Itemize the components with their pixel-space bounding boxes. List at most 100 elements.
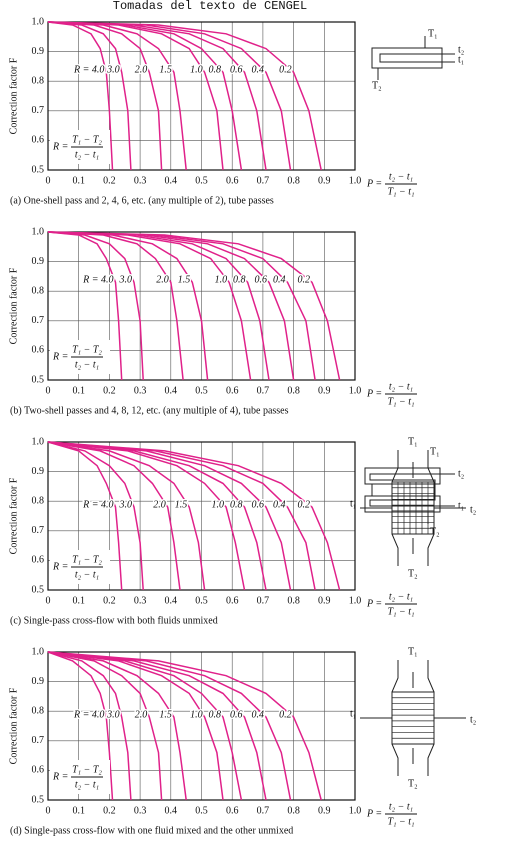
formula-lhs: R = bbox=[52, 351, 68, 362]
y-axis-label: Correction factor F bbox=[8, 687, 19, 764]
x-tick-label: 0.7 bbox=[257, 175, 270, 186]
curve-label: R = 4.0 bbox=[82, 499, 113, 510]
curve-label: 0.8 bbox=[230, 499, 243, 510]
x-tick-label: 0.8 bbox=[287, 805, 300, 816]
diagram-label: t₂ bbox=[470, 714, 476, 725]
x-tick-label: 0.8 bbox=[287, 385, 300, 396]
caption: (d) Single-pass cross-flow with one flui… bbox=[10, 825, 293, 836]
caption: (a) One-shell pass and 2, 4, 6, etc. (an… bbox=[10, 195, 274, 206]
x-tick-label: 0.2 bbox=[103, 805, 116, 816]
y-tick-label: 0.6 bbox=[32, 135, 45, 146]
formula-numerator: T₁ − T₂ bbox=[72, 764, 102, 775]
formula-lhs: P = bbox=[366, 808, 382, 819]
x-tick-label: 0.7 bbox=[257, 385, 270, 396]
y-tick-label: 0.5 bbox=[32, 584, 45, 595]
y-tick-label: 0.7 bbox=[32, 735, 45, 746]
x-tick-label: 0.9 bbox=[318, 385, 331, 396]
curve-label: 0.2 bbox=[298, 499, 311, 510]
curve-label: 3.0 bbox=[106, 65, 120, 76]
formula-denominator: T₁ − t₁ bbox=[387, 396, 414, 407]
x-tick-label: 0.3 bbox=[134, 805, 147, 816]
shell bbox=[364, 467, 441, 485]
x-tick-label: 0.1 bbox=[72, 175, 85, 186]
chart-panel: 0 0.1 0.2 0.3 0.4 0.5 0.6 0.7 0.8 0.9 1.0 0.5 0.6 0.7… bbox=[8, 646, 476, 836]
y-tick-label: 0.8 bbox=[32, 285, 45, 296]
x-tick-label: 1.0 bbox=[349, 805, 362, 816]
curve-label: 3.0 bbox=[118, 499, 132, 510]
y-tick-label: 0.7 bbox=[32, 105, 45, 116]
formula-lhs: P = bbox=[366, 598, 382, 609]
diagram-label: T₂ bbox=[372, 80, 382, 91]
curve-label: 1.0 bbox=[212, 499, 225, 510]
curve bbox=[47, 441, 181, 591]
core bbox=[391, 691, 435, 745]
y-tick-label: 0.5 bbox=[32, 374, 45, 385]
curve bbox=[47, 651, 243, 801]
x-tick-label: 1.0 bbox=[349, 595, 362, 606]
curve-label: 2.0 bbox=[135, 65, 148, 76]
curve bbox=[47, 651, 163, 801]
curve-label: 1.5 bbox=[175, 499, 188, 510]
curve-label: R = 4.0 bbox=[73, 709, 104, 720]
formula-numerator: t₂ − t₁ bbox=[389, 171, 413, 182]
y-tick-label: 0.8 bbox=[32, 495, 45, 506]
curve bbox=[47, 441, 144, 591]
curve-label: 0.8 bbox=[208, 65, 221, 76]
formula-denominator: T₁ − t₁ bbox=[387, 606, 414, 617]
formula-numerator: t₂ − t₁ bbox=[389, 801, 413, 812]
curve-label: 0.2 bbox=[298, 275, 311, 286]
tube bbox=[369, 473, 455, 507]
x-tick-label: 0.5 bbox=[195, 175, 208, 186]
header: Tomadas del texto de CENGEL bbox=[113, 0, 307, 13]
diagram-label: t₁ bbox=[350, 498, 356, 509]
diagram-label: T₂ bbox=[430, 526, 440, 537]
y-tick-label: 0.7 bbox=[32, 525, 45, 536]
curve-label: 1.5 bbox=[159, 709, 172, 720]
x-tick-label: 0.4 bbox=[165, 175, 178, 186]
x-tick-label: 0 bbox=[46, 595, 51, 606]
x-tick-label: 0.4 bbox=[165, 595, 178, 606]
curve-label: 1.0 bbox=[190, 65, 203, 76]
curve-label: 0.4 bbox=[273, 275, 286, 286]
y-tick-label: 0.9 bbox=[32, 256, 45, 267]
y-tick-label: 0.6 bbox=[32, 345, 45, 356]
curve bbox=[47, 231, 341, 381]
curve-label: 0.8 bbox=[233, 275, 246, 286]
y-tick-label: 0.8 bbox=[32, 705, 45, 716]
x-tick-label: 0.4 bbox=[165, 805, 178, 816]
curve-label: 0.4 bbox=[251, 709, 264, 720]
curve-label: 0.8 bbox=[208, 709, 221, 720]
x-tick-label: 0.9 bbox=[318, 805, 331, 816]
curve bbox=[47, 651, 132, 801]
shell bbox=[371, 47, 443, 69]
y-axis-label: Correction factor F bbox=[8, 267, 19, 344]
y-tick-label: 0.6 bbox=[32, 765, 45, 776]
formula-lhs: P = bbox=[366, 388, 382, 399]
curve-label: 0.6 bbox=[230, 709, 243, 720]
curve bbox=[47, 651, 114, 801]
x-tick-label: 0.7 bbox=[257, 595, 270, 606]
x-tick-label: 0 bbox=[46, 805, 51, 816]
curve bbox=[47, 441, 206, 591]
caption: (b) Two-shell passes and 4, 8, 12, etc. … bbox=[10, 405, 289, 416]
x-tick-label: 0.5 bbox=[195, 595, 208, 606]
formula-numerator: t₂ − t₁ bbox=[389, 381, 413, 392]
diagram-label: T₂ bbox=[408, 568, 418, 579]
curve-label: 0.2 bbox=[279, 709, 292, 720]
chart-panel: 0 0.1 0.2 0.3 0.4 0.5 0.6 0.7 0.8 0.9 1.0 0.5 0.6 0.7… bbox=[8, 226, 464, 537]
curve bbox=[47, 651, 292, 801]
curve bbox=[47, 231, 144, 381]
x-tick-label: 1.0 bbox=[349, 175, 362, 186]
curve-label: 1.5 bbox=[159, 65, 172, 76]
y-tick-label: 0.5 bbox=[32, 164, 45, 175]
curve bbox=[47, 651, 187, 801]
curve-label: 0.6 bbox=[230, 65, 243, 76]
x-tick-label: 0.9 bbox=[318, 595, 331, 606]
x-tick-label: 0.8 bbox=[287, 175, 300, 186]
curve-label: 1.0 bbox=[190, 709, 203, 720]
curve-label: 0.2 bbox=[279, 65, 292, 76]
x-tick-label: 0.6 bbox=[226, 595, 239, 606]
x-tick-label: 0 bbox=[46, 175, 51, 186]
formula-denominator: T₁ − t₁ bbox=[387, 186, 414, 197]
